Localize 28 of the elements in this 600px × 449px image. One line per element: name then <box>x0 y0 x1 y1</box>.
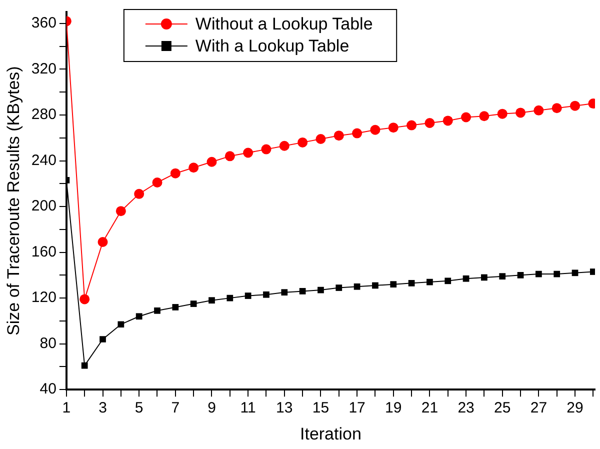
y-tick-label: 320 <box>31 60 56 78</box>
x-tick-label: 29 <box>566 400 584 417</box>
x-tick-label: 9 <box>208 400 216 417</box>
x-tick-label: 7 <box>171 400 180 417</box>
x-tick-label: 1 <box>62 400 71 417</box>
y-tick-label: 200 <box>31 198 56 215</box>
x-tick-label: 5 <box>134 400 144 417</box>
x-tick-label: 23 <box>458 400 474 417</box>
y-tick-label: 360 <box>31 14 56 32</box>
x-tick-label: 13 <box>276 400 293 417</box>
x-tick-label: 25 <box>494 400 511 417</box>
x-tick-label: 11 <box>240 400 256 417</box>
y-tick-label: 160 <box>31 243 56 260</box>
legend-label: Without a Lookup Table <box>195 14 373 34</box>
x-tick-label: 15 <box>312 400 330 417</box>
x-tick-label: 17 <box>348 400 366 417</box>
y-tick-label: 120 <box>31 289 56 306</box>
x-axis-title: Iteration <box>300 424 362 444</box>
x-tick-label: 27 <box>530 400 548 417</box>
y-tick-label: 40 <box>40 380 56 398</box>
x-tick-label: 19 <box>385 400 402 417</box>
y-tick-label: 80 <box>40 334 56 352</box>
y-tick-label: 280 <box>31 106 56 124</box>
legend-label: With a Lookup Table <box>195 36 350 56</box>
y-tick-label: 240 <box>31 152 56 169</box>
x-tick-label: 21 <box>421 400 438 417</box>
y-axis-title: Size of Traceroute Results (KBytes) <box>4 66 23 336</box>
x-tick-label: 3 <box>98 400 107 417</box>
